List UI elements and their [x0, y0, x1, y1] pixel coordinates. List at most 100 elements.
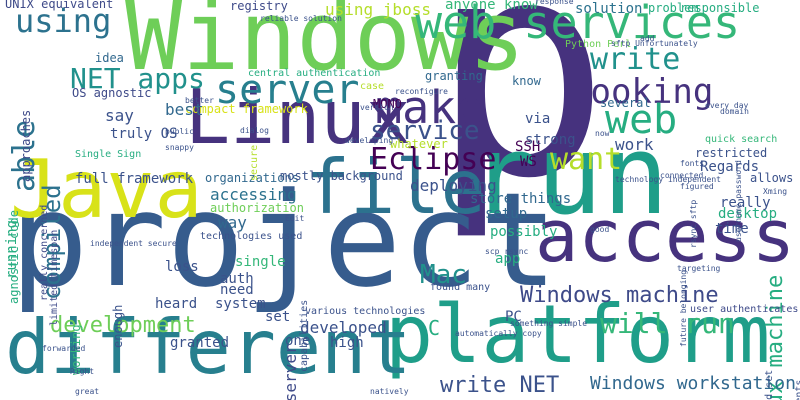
- word-better: better: [185, 96, 214, 105]
- word-access: access: [535, 194, 796, 278]
- word-targeting: targeting: [677, 264, 721, 273]
- word-desktop: desktop: [718, 206, 778, 222]
- word-mostly-background: mostly background: [280, 169, 403, 183]
- word-response: response: [535, 0, 574, 6]
- word-eclipse: Eclipse: [370, 142, 497, 177]
- word-web: web: [605, 97, 678, 143]
- word-solution: solution: [575, 1, 643, 17]
- word-organizations: organizations: [205, 171, 299, 185]
- word-problem: problem: [648, 1, 699, 15]
- word-approaches: approaches: [19, 109, 33, 182]
- word-developing: developing: [345, 136, 394, 145]
- word-whatever: whatever: [390, 137, 448, 151]
- word-platform: platform: [385, 288, 771, 381]
- word-registry: registry: [230, 0, 288, 13]
- word-web-services: web services: [415, 0, 741, 49]
- word-public: public: [165, 127, 194, 136]
- word-say: say: [105, 106, 134, 125]
- word-natively: natively: [370, 387, 409, 396]
- word-windows-workstation: Windows workstation: [590, 373, 796, 394]
- word-technologies-used: technologies used: [200, 231, 303, 242]
- word-want: want: [550, 142, 623, 177]
- word-os-agnostic: OS agnostic: [72, 86, 152, 100]
- word-password-set: password set: [764, 370, 775, 400]
- word-fonts: fonts: [680, 159, 705, 168]
- word-allows: allows: [750, 171, 794, 185]
- word-independent-secure: independent secure: [90, 239, 177, 248]
- word-security-requirements: security requirements: [794, 380, 800, 400]
- word-single: single: [235, 254, 286, 270]
- word-setup: setup: [485, 206, 528, 222]
- word-every-day: every day: [705, 101, 749, 110]
- word-scp-rsync: scp rsync: [485, 247, 529, 256]
- word-forwarded: forwarded: [42, 344, 86, 353]
- word-different: different: [5, 303, 412, 391]
- word-edit: Edit: [285, 214, 305, 223]
- word-limited-timespan: limited timespan: [49, 229, 60, 326]
- word-restricted: restricted: [695, 146, 768, 160]
- word-responsible: responsible: [680, 1, 760, 15]
- word-make: make: [375, 81, 484, 134]
- word-technology-independent: technology independent: [615, 175, 721, 184]
- word-ssh: SSH: [515, 139, 541, 155]
- word-way: way: [218, 213, 247, 232]
- word-automatically-copy: automatically copy: [455, 329, 542, 338]
- word-unix-equivalent: UNIX equivalent: [5, 0, 114, 11]
- word-now: now: [595, 129, 610, 138]
- word-p: p: [430, 0, 611, 244]
- word-great: great: [75, 387, 100, 396]
- word-really: really: [720, 195, 771, 211]
- word-app: app: [495, 251, 521, 267]
- word-xming: Xming: [763, 187, 788, 196]
- word-need: need: [220, 282, 254, 298]
- word-via: via: [525, 111, 551, 127]
- word-one: one: [285, 333, 311, 349]
- word-username-password: username password: [734, 159, 743, 242]
- word-authorization: authorization: [210, 201, 304, 215]
- word-linux: Linux: [185, 73, 411, 161]
- word-anyone-know: anyone know: [445, 0, 538, 13]
- word-python-perl: Python Perl: [565, 39, 632, 50]
- word-mac: Mac: [420, 260, 467, 290]
- word-add: add: [640, 34, 655, 43]
- word-quick-search: quick search: [705, 134, 778, 145]
- word-good: good: [590, 225, 610, 234]
- word-project: project: [10, 164, 558, 316]
- word-windows: Windows: [125, 0, 526, 92]
- word-idea: idea: [95, 51, 124, 65]
- word-loss: loss: [165, 259, 199, 275]
- word-right: Right: [70, 367, 95, 376]
- word-pc: PC: [505, 309, 522, 325]
- word-compact-framework: compact framework: [185, 102, 308, 116]
- word-truly-os: truly OS: [110, 126, 178, 142]
- word-various-technologies: various technologies: [305, 306, 426, 317]
- word-user-authenticates: user authenticates: [690, 304, 799, 315]
- word-case: case: [360, 81, 385, 92]
- word-will-run: will run: [600, 307, 735, 340]
- word-store-things: store things: [470, 191, 572, 207]
- word-high: high: [330, 335, 364, 351]
- word-accessing: accessing: [210, 185, 297, 204]
- word-several: several: [600, 96, 651, 110]
- word-rsync-sftp: rsync sftp: [689, 199, 698, 248]
- word-something-simple: something simple: [510, 319, 588, 328]
- word-write-net: write NET: [440, 373, 560, 398]
- word-jboss-server: jboss server: [281, 345, 300, 400]
- word-mono: MONO: [373, 97, 402, 111]
- word-c: C: [428, 316, 441, 340]
- word-know: know: [512, 74, 541, 88]
- word-looking: looking: [570, 72, 714, 112]
- word-set: set: [265, 309, 291, 325]
- word-using-jboss: using jboss: [325, 0, 431, 19]
- word-development: development: [50, 313, 196, 338]
- word-sftp-unfortunately: sftp Unfortunately: [611, 39, 698, 48]
- word-time: time: [715, 221, 749, 237]
- word-system: system: [215, 296, 266, 312]
- word-secure: secure: [249, 144, 260, 181]
- word-agnostic-code: agnostic code: [7, 209, 21, 304]
- word-granted: granted: [170, 335, 230, 351]
- word-future-belonging: future belonging: [679, 269, 688, 347]
- word-auth: auth: [220, 271, 254, 287]
- word-windows-machine: Windows machine: [520, 283, 719, 308]
